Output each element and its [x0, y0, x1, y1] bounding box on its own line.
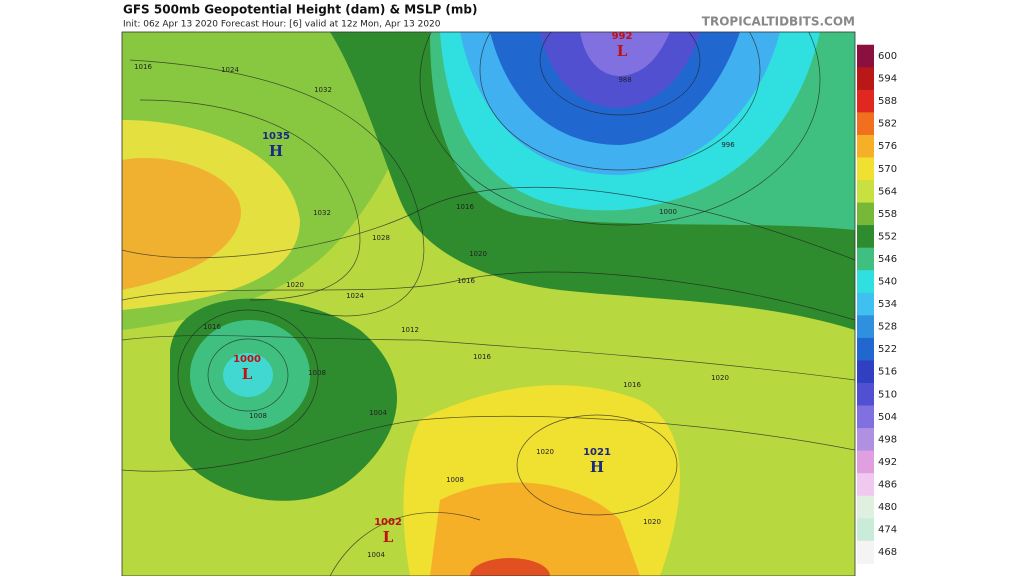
- isobar-label: 1020: [286, 281, 304, 289]
- colorbar-swatch: [857, 157, 874, 181]
- colorbar-swatch: [857, 67, 874, 91]
- pressure-symbol: L: [242, 365, 253, 383]
- colorbar-swatch: [857, 337, 874, 361]
- colorbar-label: 522: [878, 344, 897, 355]
- isobar-label: 1024: [346, 292, 364, 300]
- colorbar-swatch: [857, 202, 874, 226]
- pressure-value: 992: [612, 31, 633, 42]
- isobar-label: 1032: [313, 209, 331, 217]
- pressure-symbol: L: [617, 42, 628, 60]
- colorbar-swatch: [857, 473, 874, 497]
- colorbar-label: 528: [878, 322, 897, 333]
- colorbar-label: 492: [878, 457, 897, 468]
- isobar-label: 1020: [643, 518, 661, 526]
- isobar-label: 1016: [134, 63, 152, 71]
- pressure-symbol: H: [269, 142, 283, 160]
- pressure-symbol: H: [590, 458, 604, 476]
- colorbar-label: 546: [878, 254, 897, 265]
- isobar-label: 1016: [473, 353, 491, 361]
- colorbar-swatch: [857, 360, 874, 384]
- colorbar-swatch: [857, 44, 874, 68]
- colorbar-label: 480: [878, 502, 897, 513]
- colorbar-label: 594: [878, 74, 897, 85]
- isobar-label: 1028: [372, 234, 390, 242]
- title: GFS 500mb Geopotential Height (dam) & MS…: [123, 3, 478, 17]
- colorbar-swatch: [857, 495, 874, 519]
- colorbar-label: 552: [878, 231, 897, 242]
- colorbar-label: 510: [878, 389, 897, 400]
- isobar-label: 1032: [314, 86, 332, 94]
- colorbar-label: 558: [878, 209, 897, 220]
- isobar-label: 988: [618, 76, 631, 84]
- colorbar-swatch: [857, 89, 874, 113]
- colorbar-swatch: [857, 134, 874, 158]
- pressure-value: 1002: [374, 517, 402, 528]
- colorbar-swatch: [857, 405, 874, 429]
- isobar-label: 1004: [369, 409, 387, 417]
- pressure-value: 1035: [262, 131, 290, 142]
- colorbar-swatch: [857, 112, 874, 136]
- colorbar-swatch: [857, 180, 874, 204]
- isobar-label: 1016: [456, 203, 474, 211]
- colorbar-swatch: [857, 428, 874, 452]
- colorbar-label: 534: [878, 299, 897, 310]
- pressure-value: 1021: [583, 447, 611, 458]
- colorbar-swatch: [857, 382, 874, 407]
- isobar-label: 1020: [536, 448, 554, 456]
- colorbar-swatch: [857, 292, 874, 316]
- isobar-label: 1008: [308, 369, 326, 377]
- colorbar-label: 588: [878, 96, 897, 107]
- isobar-label: 1004: [367, 551, 385, 559]
- colorbar-label: 600: [878, 51, 897, 62]
- colorbar-label: 504: [878, 412, 897, 423]
- isobar-label: 1012: [401, 326, 419, 334]
- isobar-label: 996: [721, 141, 735, 149]
- colorbar-label: 576: [878, 141, 897, 152]
- isobar-label: 1020: [469, 250, 487, 258]
- height-field: [122, 32, 855, 576]
- colorbar-swatch: [857, 540, 874, 564]
- pressure-value: 1000: [233, 354, 261, 365]
- colorbar-swatch: [857, 315, 874, 339]
- colorbar-swatch: [857, 270, 874, 294]
- isobar-label: 1016: [623, 381, 641, 389]
- colorbar-label: 564: [878, 186, 897, 197]
- isobar-label: 1008: [249, 412, 267, 420]
- colorbar-swatch: [857, 450, 874, 474]
- isobar-label: 1020: [711, 374, 729, 382]
- colorbar-label: 474: [878, 525, 897, 536]
- site-credit: TROPICALTIDBITS.COM: [702, 15, 855, 29]
- colorbar-swatch: [857, 518, 874, 542]
- isobar-label: 1000: [659, 208, 677, 216]
- subtitle: Init: 06z Apr 13 2020 Forecast Hour: [6]…: [123, 20, 441, 30]
- isobar-label: 1016: [203, 323, 221, 331]
- isobar-label: 1024: [221, 66, 239, 74]
- colorbar-label: 540: [878, 277, 897, 288]
- colorbar-label: 486: [878, 479, 897, 490]
- colorbar-label: 498: [878, 434, 897, 445]
- isobar-label: 1016: [457, 277, 475, 285]
- colorbar-label: 516: [878, 367, 897, 378]
- colorbar-label: 570: [878, 164, 897, 175]
- colorbar-swatch: [857, 247, 874, 271]
- pressure-symbol: L: [383, 528, 394, 546]
- colorbar-label: 582: [878, 119, 897, 130]
- isobar-label: 1008: [446, 476, 464, 484]
- colorbar-label: 468: [878, 547, 897, 558]
- colorbar-swatch: [857, 225, 874, 249]
